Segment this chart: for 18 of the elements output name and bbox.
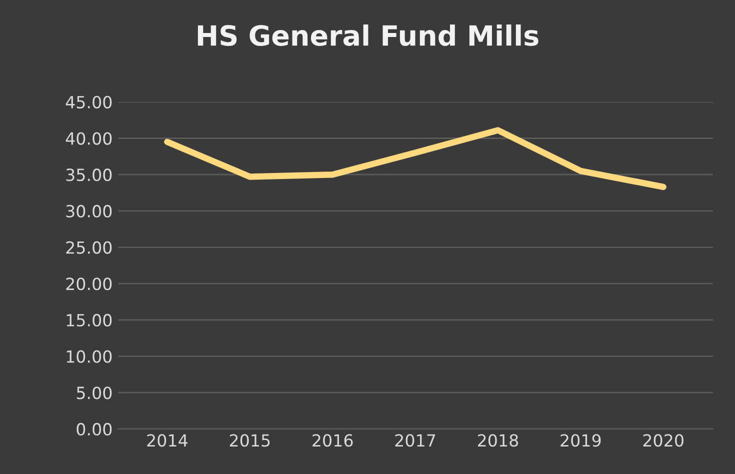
x-tick-label: 2014 [147,434,188,447]
y-tick-label: 45.00 [66,96,112,108]
y-tick-label: 20.00 [66,278,112,290]
y-tick-label: 25.00 [66,241,112,254]
x-tick-label: 2015 [230,434,270,447]
x-tick-label: 2017 [395,434,436,447]
x-tick-label: 2016 [312,434,353,447]
y-tick-label: 5.00 [76,386,112,400]
y-tick-label: 0.00 [76,422,112,436]
x-tick-label: 2018 [478,434,518,447]
x-tick-label: 2020 [643,434,684,447]
y-tick-label: 35.00 [66,168,112,182]
chart-title: HS General Fund Mills [198,24,538,46]
y-tick-label: 10.00 [66,350,112,363]
y-tick-label: 15.00 [66,314,112,327]
y-tick-label: 40.00 [66,132,112,145]
y-tick-label: 30.00 [66,204,112,218]
x-tick-label: 2019 [560,434,601,447]
